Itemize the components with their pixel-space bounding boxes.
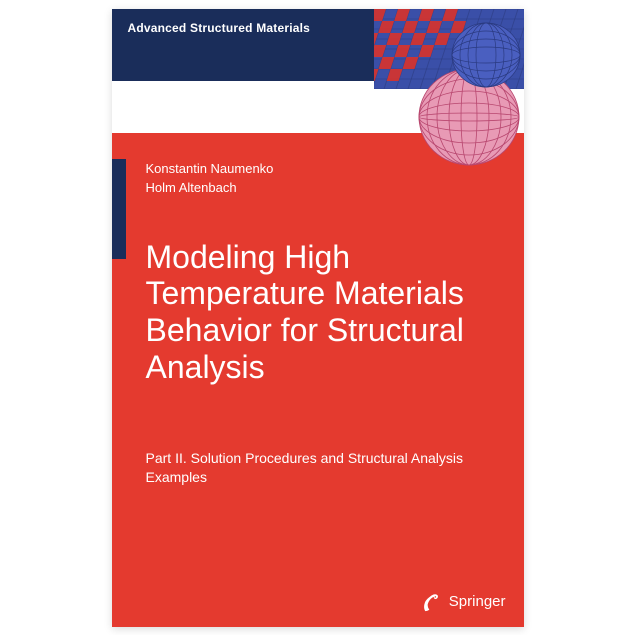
series-label: Advanced Structured Materials: [128, 21, 311, 35]
author-line: Holm Altenbach: [146, 178, 274, 198]
page: Advanced Structured Materials: [0, 0, 635, 635]
spine-tab: [112, 159, 126, 259]
book-cover: Advanced Structured Materials: [112, 9, 524, 627]
publisher-block: Springer: [421, 591, 506, 613]
wireframe-icon: [374, 9, 524, 169]
springer-horse-icon: [421, 591, 441, 613]
publisher-name: Springer: [449, 593, 506, 610]
corner-art: [374, 9, 524, 169]
author-line: Konstantin Naumenko: [146, 159, 274, 179]
book-subtitle: Part II. Solution Procedures and Structu…: [146, 449, 484, 488]
authors-block: Konstantin Naumenko Holm Altenbach: [146, 159, 274, 198]
book-title: Modeling High Temperature Materials Beha…: [146, 239, 494, 386]
